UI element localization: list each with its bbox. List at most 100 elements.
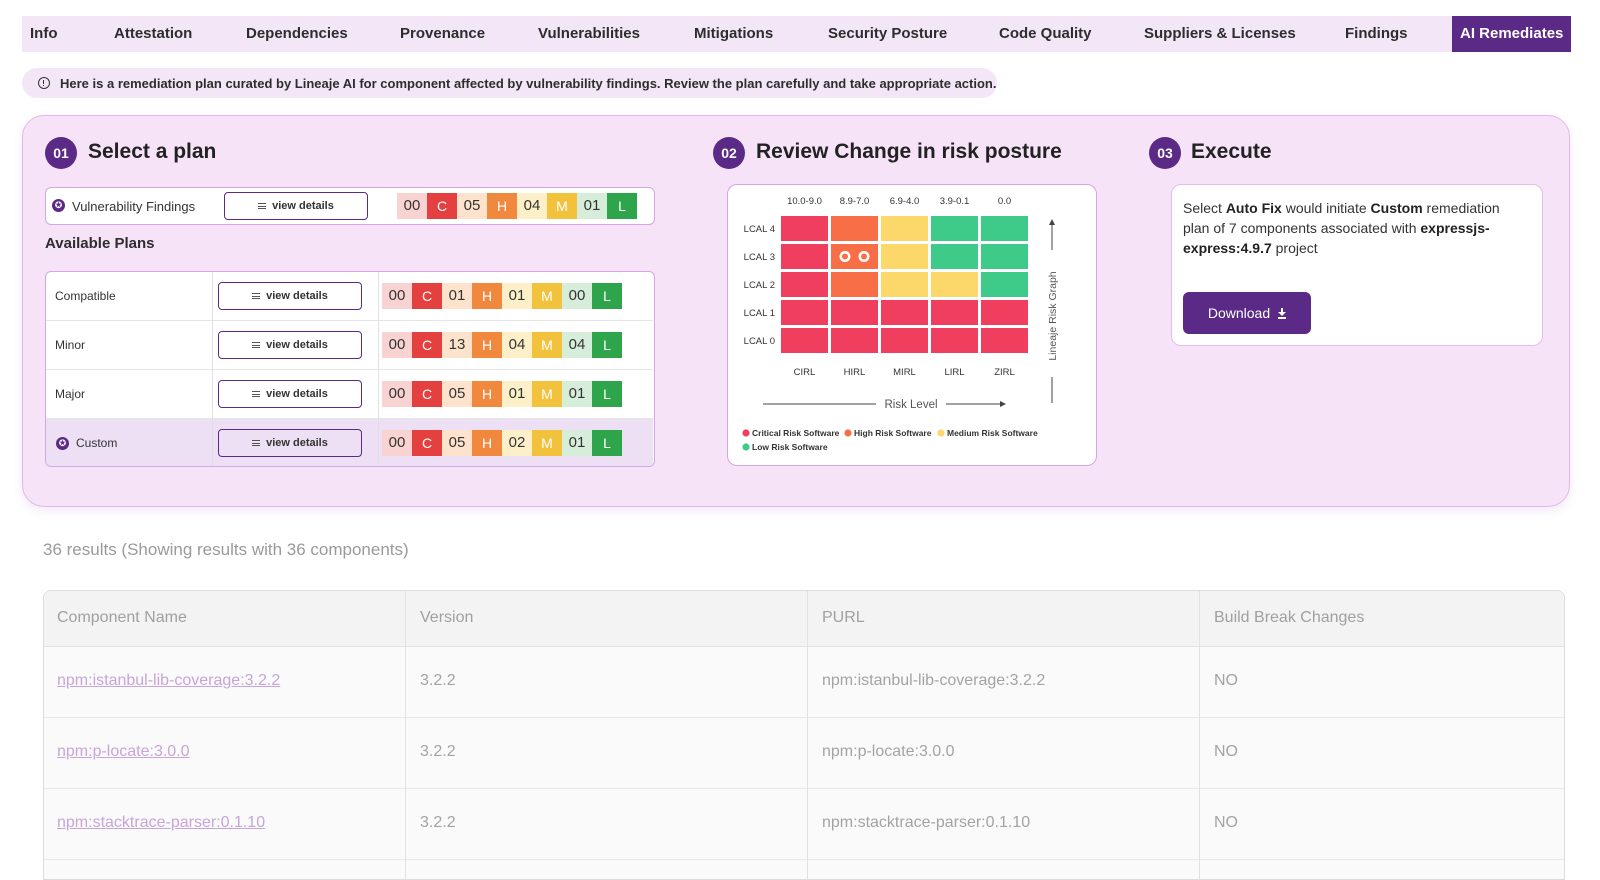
tab-info[interactable]: Info	[30, 25, 58, 42]
critical-count: 00	[382, 332, 412, 358]
legend-dot	[844, 429, 852, 437]
risk-cell	[931, 300, 978, 325]
row-label: LCAL 1	[744, 308, 775, 319]
version-cell: 3.2.2	[420, 814, 456, 831]
plan-name: Minor	[55, 338, 86, 352]
tab-dependencies[interactable]: Dependencies	[246, 25, 348, 42]
medium-letter: M	[547, 193, 577, 219]
header-purl: PURL	[822, 609, 865, 626]
medium-count: 01	[502, 381, 532, 407]
tab-provenance[interactable]: Provenance	[400, 25, 486, 42]
critical-count: 00	[382, 430, 412, 456]
risk-cell	[781, 272, 828, 297]
banner-text: Here is a remediation plan curated by Li…	[60, 75, 997, 91]
tab-attestation[interactable]: Attestation	[114, 25, 193, 42]
high-count: 05	[442, 381, 472, 407]
risk-cell	[981, 300, 1028, 325]
purl-cell: npm:stacktrace-parser:0.1.10	[822, 814, 1031, 831]
critical-letter: C	[427, 193, 457, 219]
view-details-button[interactable]: view details	[218, 331, 362, 359]
tab-security-posture[interactable]: Security Posture	[828, 25, 948, 42]
col-range-label: 0.0	[998, 196, 1011, 207]
x-axis-arrow-icon	[1000, 401, 1006, 407]
table-row: npm:p-locate:3.0.0 3.2.2 npm:p-locate:3.…	[44, 718, 1564, 789]
severity-counts: 00 C 05 H 04 M 01 L	[397, 193, 637, 219]
tab-ai-remediates[interactable]: AI Remediates	[1452, 16, 1572, 52]
plan-row-compatible[interactable]: Compatible view details 00 C 01 H 01 M 0…	[46, 272, 653, 321]
medium-letter: M	[532, 430, 562, 456]
table-row: npm:istanbul-lib-coverage:3.2.2 3.2.2 np…	[44, 647, 1564, 718]
component-link[interactable]: npm:p-locate:3.0.0	[57, 743, 190, 760]
legend-dot	[742, 443, 750, 451]
low-letter: L	[592, 381, 622, 407]
col-label: LIRL	[944, 367, 964, 378]
view-details-button[interactable]: view details	[218, 380, 362, 408]
col-label: MIRL	[893, 367, 916, 378]
tab-findings[interactable]: Findings	[1345, 25, 1408, 42]
high-count: 13	[442, 332, 472, 358]
col-range-label: 10.0-9.0	[787, 196, 822, 207]
view-details-button[interactable]: view details	[218, 282, 362, 310]
risk-cell	[831, 328, 878, 353]
low-letter: L	[592, 430, 622, 456]
component-marker-dot	[861, 253, 867, 260]
step-3-title: Execute	[1191, 140, 1272, 163]
build-break-cell: NO	[1214, 672, 1238, 689]
risk-cell	[931, 272, 978, 297]
high-count: 05	[442, 430, 472, 456]
critical-letter: C	[412, 332, 442, 358]
low-letter: L	[592, 283, 622, 309]
critical-count: 00	[397, 193, 427, 219]
medium-letter: M	[532, 283, 562, 309]
high-letter: H	[472, 430, 502, 456]
purl-cell: npm:p-locate:3.0.0	[822, 743, 955, 760]
star-icon: ✪	[52, 199, 65, 212]
plan-row-minor[interactable]: Minor view details 00 C 13 H 04 M 04 L	[46, 321, 653, 370]
available-plans-title: Available Plans	[45, 235, 155, 252]
step-3-badge: 03	[1149, 137, 1181, 169]
medium-letter: M	[532, 332, 562, 358]
high-letter: H	[487, 193, 517, 219]
plans-table: Compatible view details 00 C 01 H 01 M 0…	[45, 271, 655, 467]
step-1-badge: 01	[45, 137, 77, 169]
risk-cell	[831, 272, 878, 297]
severity-counts: 00 C 05 H 01 M 01 L	[382, 381, 622, 407]
purl-cell: npm:istanbul-lib-coverage:3.2.2	[822, 672, 1046, 689]
medium-count: 01	[502, 283, 532, 309]
component-link[interactable]: npm:stacktrace-parser:0.1.10	[57, 814, 266, 831]
plan-row-major[interactable]: Major view details 00 C 05 H 01 M 01 L	[46, 370, 653, 419]
risk-cell	[831, 300, 878, 325]
low-count: 00	[562, 283, 592, 309]
risk-cell	[831, 216, 878, 241]
tab-suppliers-licenses[interactable]: Suppliers & Licenses	[1144, 25, 1296, 42]
plan-row-custom[interactable]: ✪ Custom view details 00 C 05 H 02 M 01 …	[46, 419, 653, 466]
step-1-title: Select a plan	[88, 140, 217, 163]
severity-counts: 00 C 13 H 04 M 04 L	[382, 332, 622, 358]
high-letter: H	[472, 332, 502, 358]
legend-dot	[742, 429, 750, 437]
legend-label: Low Risk Software	[752, 442, 828, 452]
tab-mitigations[interactable]: Mitigations	[694, 25, 774, 42]
risk-cell	[881, 300, 928, 325]
risk-posture-graph: 10.0-9.0 8.9-7.0 6.9-4.0 3.9-0.1 0.0 LCAL 4 LC…	[727, 184, 1097, 466]
risk-cell	[781, 216, 828, 241]
tab-vulnerabilities[interactable]: Vulnerabilities	[538, 25, 640, 42]
view-details-button[interactable]: view details	[224, 192, 368, 220]
critical-count: 00	[382, 381, 412, 407]
x-axis-label: Risk Level	[884, 399, 937, 411]
high-letter: H	[472, 283, 502, 309]
risk-cell	[981, 216, 1028, 241]
risk-cell	[881, 244, 928, 269]
risk-cell	[881, 216, 928, 241]
execute-description: Select Auto Fix would initiate Custom re…	[1183, 200, 1500, 256]
col-label: ZIRL	[994, 367, 1015, 378]
medium-count: 04	[517, 193, 547, 219]
download-button[interactable]: Download	[1183, 292, 1311, 334]
tab-code-quality[interactable]: Code Quality	[999, 25, 1092, 42]
list-icon	[258, 203, 267, 209]
view-details-button[interactable]: view details	[218, 429, 362, 457]
high-count: 05	[457, 193, 487, 219]
row-label: LCAL 4	[744, 224, 775, 235]
component-link[interactable]: npm:istanbul-lib-coverage:3.2.2	[57, 672, 281, 689]
risk-cell	[881, 272, 928, 297]
